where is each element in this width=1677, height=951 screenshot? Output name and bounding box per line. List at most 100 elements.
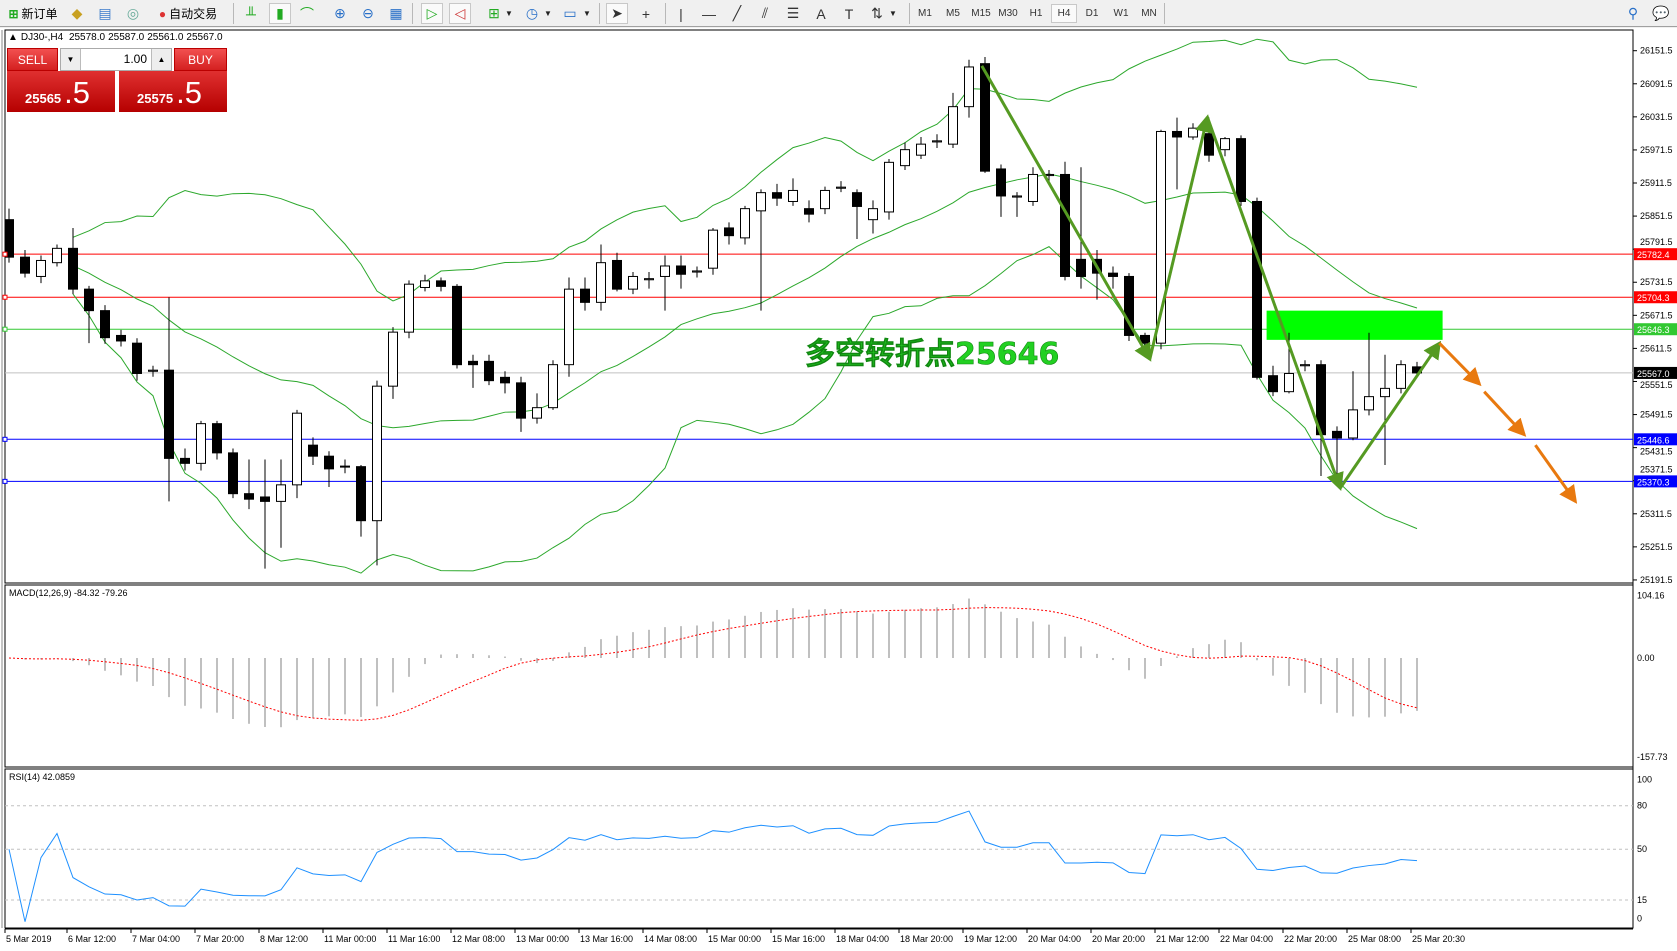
collapse-triangle-icon[interactable]: ▲ xyxy=(8,32,18,43)
text-icon[interactable]: A xyxy=(816,5,826,22)
trendline-icon[interactable]: ╱ xyxy=(732,5,742,21)
candle-body xyxy=(1300,364,1310,367)
time-label: 5 Mar 2019 xyxy=(6,934,52,944)
candle xyxy=(852,189,862,239)
candle-body xyxy=(5,219,14,258)
vertical-line-icon[interactable]: | xyxy=(679,5,683,22)
sell-price[interactable]: 25565.5 xyxy=(7,71,115,112)
candle xyxy=(228,448,238,499)
price-tick-label: 25791.5 xyxy=(1640,237,1673,247)
candle xyxy=(52,244,62,267)
timeframe-mn[interactable]: MN xyxy=(1141,8,1157,19)
candle-body xyxy=(372,385,382,522)
candle-body xyxy=(52,247,62,264)
sell-button[interactable]: SELL xyxy=(7,48,58,71)
increase-lot-icon[interactable]: ▲ xyxy=(151,49,171,70)
price-tick-label: 25191.5 xyxy=(1640,575,1673,585)
chart-shift-icon[interactable]: ◁ xyxy=(449,3,471,24)
market-watch-icon[interactable]: ◆ xyxy=(71,5,83,21)
chevron-down-icon[interactable]: ▼ xyxy=(583,9,591,18)
close-value: 25567.0 xyxy=(186,32,223,43)
candle-body xyxy=(548,364,558,409)
timeframe-m1[interactable]: M1 xyxy=(918,8,932,19)
macd-signal-line xyxy=(8,607,1418,721)
candle-body xyxy=(964,66,974,108)
zigzag-arrow xyxy=(1338,340,1442,490)
bar-chart-icon[interactable]: ╨ xyxy=(246,5,256,22)
lot-size-input[interactable]: 1.00 xyxy=(123,52,147,66)
rsi-tick-label: 15 xyxy=(1637,895,1647,905)
price-tick-label: 25611.5 xyxy=(1640,343,1672,353)
tile-windows-icon[interactable]: ▦ xyxy=(389,5,403,21)
candle xyxy=(452,284,462,369)
candle-body xyxy=(1380,387,1390,398)
rsi-line xyxy=(8,810,1418,922)
candle xyxy=(868,200,878,234)
candle xyxy=(804,200,814,223)
candle-body xyxy=(20,256,30,274)
price-tick-label: 25371.5 xyxy=(1640,464,1673,474)
new-order-label: 新订单 xyxy=(21,7,58,21)
price-tick-label: 25971.5 xyxy=(1640,145,1673,155)
zoom-in-icon[interactable]: ⊕ xyxy=(334,5,346,21)
chat-icon[interactable]: 💬 xyxy=(1652,5,1670,21)
buy-price[interactable]: 25575.5 xyxy=(119,71,227,112)
timeframe-d1[interactable]: D1 xyxy=(1085,8,1099,19)
time-label: 25 Mar 20:30 xyxy=(1412,934,1465,944)
horizontal-line-icon[interactable]: — xyxy=(702,5,716,22)
arrows-icon[interactable]: ⇅ xyxy=(871,5,883,21)
separator xyxy=(1164,3,1165,24)
candle xyxy=(308,437,318,466)
timeframe-w1[interactable]: W1 xyxy=(1113,8,1129,19)
signals-icon[interactable]: ◎ xyxy=(126,5,140,21)
equidistant-channel-icon[interactable]: ⫽ xyxy=(761,5,769,21)
text-label-icon[interactable]: T xyxy=(844,5,854,22)
cursor-icon[interactable]: ➤ xyxy=(606,3,628,24)
timeframe-h4[interactable]: H4 xyxy=(1051,4,1077,23)
separator xyxy=(233,3,234,24)
search-icon[interactable]: ⚲ xyxy=(1627,5,1639,21)
auto-scroll-icon[interactable]: ▷ xyxy=(421,3,443,24)
forecast-arrow xyxy=(1438,342,1482,387)
rsi-tick-label: 80 xyxy=(1637,801,1647,811)
crosshair-icon[interactable]: + xyxy=(641,5,651,22)
fibonacci-icon[interactable]: ☰ xyxy=(786,5,800,21)
separator xyxy=(412,3,413,24)
timeframe-m30[interactable]: M30 xyxy=(998,8,1018,19)
new-order-button[interactable]: ⊞ 新订单 xyxy=(4,3,62,24)
candle-body xyxy=(836,186,846,189)
decrease-lot-icon[interactable]: ▼ xyxy=(61,49,81,70)
candle-body xyxy=(1284,372,1294,393)
candle xyxy=(964,59,974,118)
candle-body xyxy=(820,189,830,210)
add-indicator-icon[interactable]: ⊞ xyxy=(488,5,500,21)
candlestick-chart-icon[interactable]: ▮ xyxy=(269,3,291,24)
time-label: 22 Mar 04:00 xyxy=(1220,934,1273,944)
chevron-down-icon[interactable]: ▼ xyxy=(889,9,897,18)
candle xyxy=(1076,167,1086,289)
price-tick-label: 26151.5 xyxy=(1640,46,1673,56)
lot-size-stepper[interactable]: ▼ 1.00 ▲ xyxy=(60,48,172,71)
candle xyxy=(628,272,638,295)
timeframe-h1[interactable]: H1 xyxy=(1029,8,1043,19)
price-tag xyxy=(1634,248,1677,261)
macd-label: MACD(12,26,9) -84.32 -79.26 xyxy=(9,588,128,598)
candle xyxy=(580,277,590,311)
candle xyxy=(68,227,78,295)
chevron-down-icon[interactable]: ▼ xyxy=(505,9,513,18)
zoom-out-icon[interactable]: ⊖ xyxy=(362,5,374,21)
chevron-down-icon[interactable]: ▼ xyxy=(544,9,552,18)
timeframe-m5[interactable]: M5 xyxy=(946,8,960,19)
price-tag xyxy=(1634,366,1677,379)
timeframe-m15[interactable]: M15 xyxy=(971,8,991,19)
auto-trading-label: 自动交易 xyxy=(169,7,218,21)
periods-clock-icon[interactable]: ◷ xyxy=(525,5,539,21)
templates-icon[interactable]: ▭ xyxy=(563,5,577,21)
data-window-icon[interactable]: ▤ xyxy=(98,5,112,21)
line-chart-icon[interactable]: ⌒ xyxy=(300,5,314,22)
buy-button[interactable]: BUY xyxy=(174,48,227,71)
time-label: 20 Mar 20:00 xyxy=(1092,934,1145,944)
candle-body xyxy=(1268,375,1278,393)
auto-trading-button[interactable]: ● 自动交易 xyxy=(150,3,226,24)
